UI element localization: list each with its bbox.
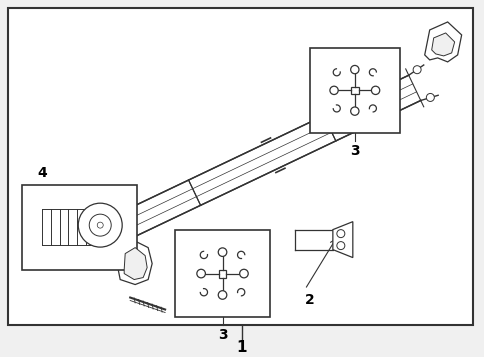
- Polygon shape: [124, 248, 147, 280]
- Polygon shape: [431, 33, 454, 56]
- Polygon shape: [66, 225, 106, 258]
- Text: 4: 4: [37, 166, 47, 180]
- Circle shape: [350, 107, 358, 115]
- Circle shape: [239, 269, 248, 278]
- Polygon shape: [94, 75, 420, 250]
- Circle shape: [425, 94, 434, 101]
- Bar: [8, 8, 471, 326]
- Text: 3: 3: [349, 144, 359, 158]
- Circle shape: [412, 66, 420, 74]
- Polygon shape: [424, 22, 461, 62]
- Circle shape: [336, 242, 344, 250]
- Circle shape: [218, 291, 227, 299]
- Circle shape: [329, 86, 337, 95]
- Circle shape: [89, 214, 111, 236]
- Bar: [22, 185, 137, 270]
- Text: 3: 3: [217, 328, 227, 342]
- Bar: [218, 270, 226, 277]
- Polygon shape: [118, 240, 152, 285]
- Text: 2: 2: [304, 292, 314, 307]
- Text: 1: 1: [236, 340, 247, 355]
- Circle shape: [197, 269, 205, 278]
- Bar: [350, 86, 358, 94]
- Circle shape: [78, 203, 122, 247]
- Circle shape: [97, 222, 103, 228]
- Circle shape: [350, 65, 358, 74]
- Circle shape: [371, 86, 379, 95]
- Polygon shape: [332, 222, 352, 258]
- Circle shape: [218, 248, 227, 256]
- Bar: [175, 230, 270, 317]
- Bar: [309, 48, 399, 133]
- Circle shape: [336, 230, 344, 238]
